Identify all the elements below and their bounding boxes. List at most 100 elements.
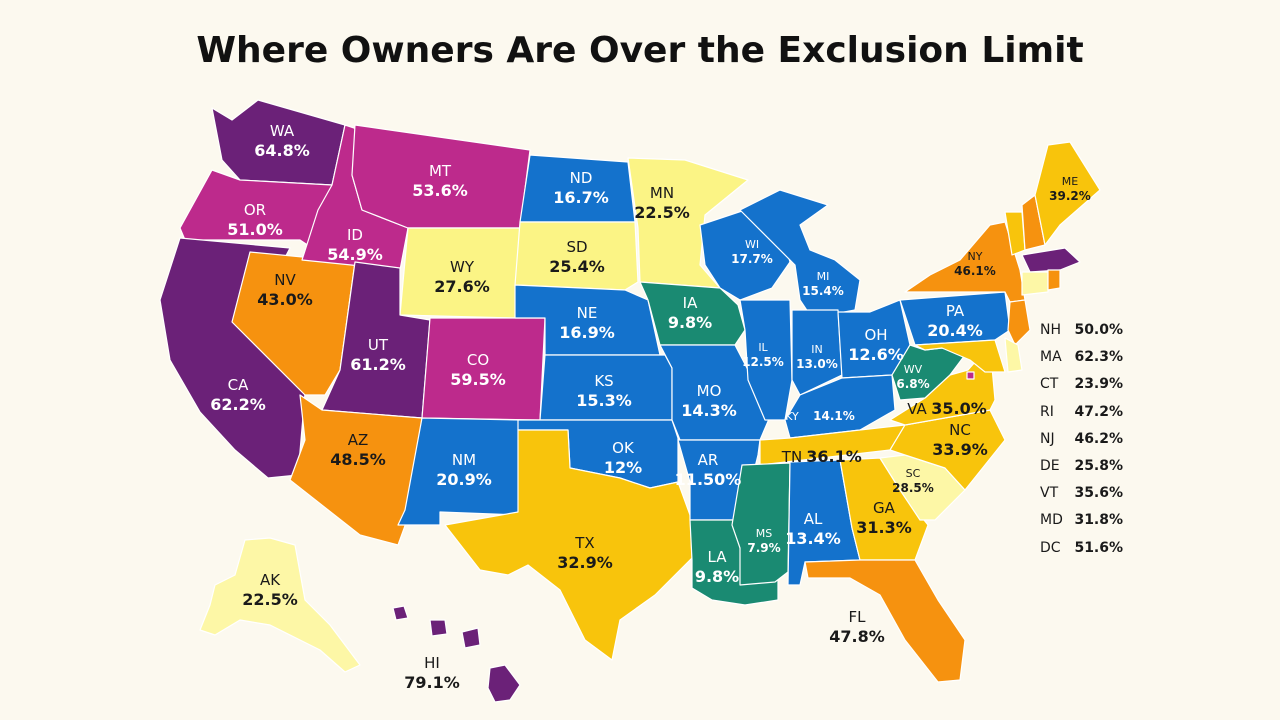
state-value-mo: 14.3% bbox=[681, 401, 737, 420]
map-title: Where Owners Are Over the Exclusion Limi… bbox=[196, 30, 1084, 71]
state-label-nc: NC bbox=[949, 421, 971, 439]
state-value-oh: 12.6% bbox=[848, 345, 904, 364]
state-label-ky: KY bbox=[785, 410, 799, 423]
state-ia[interactable] bbox=[639, 281, 746, 346]
state-label-wa: WA bbox=[270, 122, 295, 140]
state-me[interactable] bbox=[1034, 141, 1101, 246]
state-value-wi: 17.7% bbox=[731, 252, 773, 266]
state-value-ky: 14.1% bbox=[813, 409, 855, 423]
state-shapes bbox=[159, 99, 1101, 703]
state-value-me: 39.2% bbox=[1049, 189, 1091, 203]
state-label-ok: OK bbox=[612, 439, 635, 457]
state-value-nd: 16.7% bbox=[553, 188, 609, 207]
legend-row: DE 25.8% bbox=[1040, 458, 1123, 485]
state-mn[interactable] bbox=[627, 157, 749, 289]
state-label-az: AZ bbox=[348, 431, 369, 449]
state-label-ut: UT bbox=[368, 336, 389, 354]
state-label-va: VA bbox=[907, 400, 927, 418]
state-ny[interactable] bbox=[904, 221, 1026, 303]
state-value-ca: 62.2% bbox=[210, 395, 266, 414]
state-value-sc: 28.5% bbox=[892, 481, 934, 495]
state-md[interactable] bbox=[914, 339, 1006, 373]
state-hi-maui[interactable] bbox=[461, 627, 481, 649]
state-value-wy: 27.6% bbox=[434, 277, 490, 296]
state-value-va: 35.0% bbox=[931, 399, 987, 418]
state-value-il: 12.5% bbox=[742, 355, 784, 369]
legend-value: 51.6% bbox=[1074, 539, 1124, 556]
legend-row: MA 62.3% bbox=[1040, 349, 1123, 376]
state-hi-oahu[interactable] bbox=[429, 619, 448, 637]
state-value-ok: 12% bbox=[604, 458, 642, 477]
state-co[interactable] bbox=[421, 317, 546, 421]
legend-abbr: VT bbox=[1040, 485, 1059, 502]
state-label-or: OR bbox=[244, 201, 266, 219]
state-value-tx: 32.9% bbox=[557, 553, 613, 572]
state-in[interactable] bbox=[791, 309, 843, 396]
state-value-ms: 7.9% bbox=[747, 541, 780, 555]
state-de[interactable] bbox=[1004, 337, 1023, 373]
state-sd[interactable] bbox=[514, 221, 639, 291]
state-value-az: 48.5% bbox=[330, 450, 386, 469]
legend-row: NH 50.0% bbox=[1040, 322, 1123, 349]
state-label-nv: NV bbox=[274, 271, 296, 289]
state-value-ia: 9.8% bbox=[668, 313, 712, 332]
state-fl[interactable] bbox=[804, 559, 966, 683]
legend-value: 46.2% bbox=[1074, 430, 1124, 447]
state-value-in: 13.0% bbox=[796, 357, 838, 371]
state-nj[interactable] bbox=[1007, 299, 1031, 346]
state-tx[interactable] bbox=[444, 429, 693, 661]
state-label-hi: HI bbox=[424, 654, 440, 672]
state-label-ga: GA bbox=[873, 499, 896, 517]
legend-row: NJ 46.2% bbox=[1040, 431, 1123, 458]
legend-row: MD 31.8% bbox=[1040, 512, 1123, 539]
state-pa[interactable] bbox=[899, 291, 1011, 346]
state-value-fl: 47.8% bbox=[829, 627, 885, 646]
state-value-ut: 61.2% bbox=[350, 355, 406, 374]
legend-value: 62.3% bbox=[1074, 349, 1124, 366]
state-label-nd: ND bbox=[570, 169, 593, 187]
state-label-nm: NM bbox=[452, 451, 476, 469]
state-value-or: 51.0% bbox=[227, 220, 283, 239]
state-label-fl: FL bbox=[849, 608, 867, 626]
state-value-id: 54.9% bbox=[327, 245, 383, 264]
state-label-ca: CA bbox=[228, 376, 249, 394]
state-value-ar: 11.50% bbox=[675, 470, 742, 489]
state-label-ms: MS bbox=[756, 527, 772, 540]
state-label-oh: OH bbox=[864, 326, 887, 344]
state-label-id: ID bbox=[347, 226, 363, 244]
state-label-tx: TX bbox=[574, 534, 594, 552]
state-il[interactable] bbox=[739, 299, 793, 421]
state-mi[interactable] bbox=[739, 189, 861, 319]
state-value-ny: 46.1% bbox=[954, 264, 996, 278]
state-label-mo: MO bbox=[697, 382, 722, 400]
legend-abbr: NH bbox=[1040, 322, 1061, 338]
state-ri[interactable] bbox=[1047, 269, 1061, 291]
state-label-sc: SC bbox=[906, 467, 921, 480]
legend-value: 31.8% bbox=[1074, 512, 1124, 529]
state-label-ar: AR bbox=[698, 451, 719, 469]
small-states-legend: NH 50.0% MA 62.3% CT 23.9% RI 47.2% NJ 4… bbox=[1040, 322, 1123, 567]
legend-value: 23.9% bbox=[1074, 376, 1124, 393]
state-label-al: AL bbox=[804, 510, 823, 528]
legend-row: DC 51.6% bbox=[1040, 540, 1123, 567]
state-value-co: 59.5% bbox=[450, 370, 506, 389]
state-value-mt: 53.6% bbox=[412, 181, 468, 200]
state-ak[interactable] bbox=[199, 537, 361, 673]
state-ma[interactable] bbox=[1021, 247, 1081, 273]
state-dc[interactable] bbox=[966, 371, 975, 380]
state-hi-kauai[interactable] bbox=[392, 605, 409, 621]
state-label-mn: MN bbox=[650, 184, 674, 202]
legend-value: 47.2% bbox=[1074, 403, 1124, 420]
state-label-sd: SD bbox=[566, 238, 587, 256]
state-label-ia: IA bbox=[683, 294, 698, 312]
state-label-tn: TN bbox=[781, 448, 802, 466]
state-hi-main[interactable] bbox=[487, 664, 521, 703]
legend-abbr: DE bbox=[1040, 457, 1060, 474]
state-value-wa: 64.8% bbox=[254, 141, 310, 160]
state-label-wy: WY bbox=[450, 258, 475, 276]
state-value-sd: 25.4% bbox=[549, 257, 605, 276]
state-label-mt: MT bbox=[429, 162, 452, 180]
state-ct[interactable] bbox=[1021, 271, 1049, 296]
